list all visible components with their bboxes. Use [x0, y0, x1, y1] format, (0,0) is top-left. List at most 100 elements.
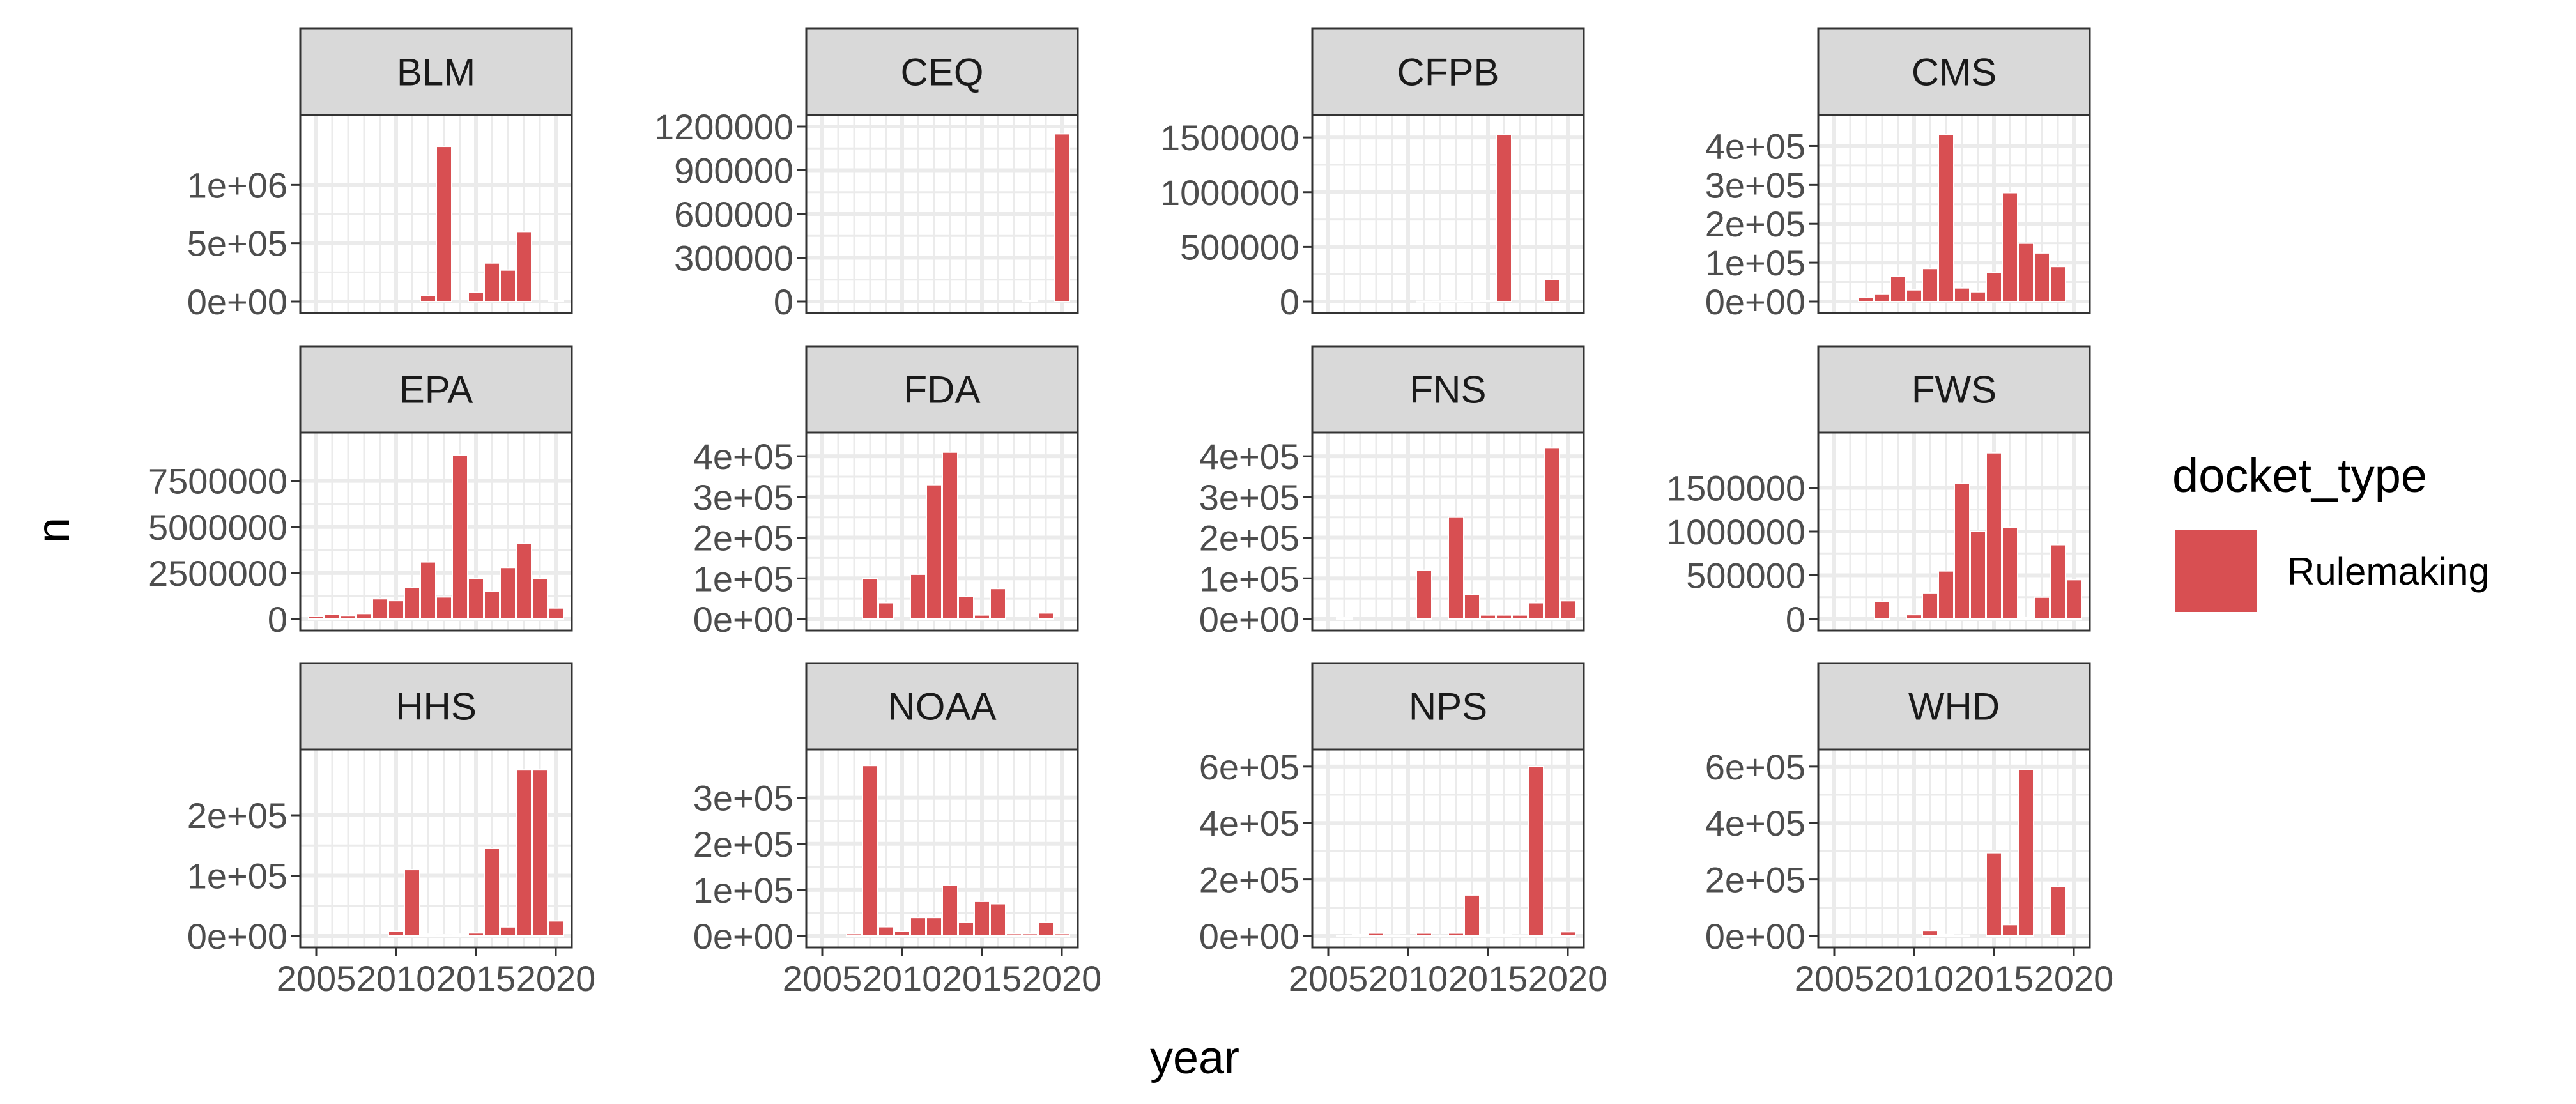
y-tick-label: 1500000: [1160, 118, 1300, 158]
bar-hhs-2014: [452, 933, 468, 937]
bar-epa-2012: [420, 561, 436, 620]
panel-border-epa: [299, 431, 573, 632]
bar-hhs-2013: [436, 934, 452, 937]
panel-border-fda: [805, 431, 1079, 632]
bar-fns-2020: [1560, 600, 1576, 620]
bar-hhs-2020: [548, 920, 564, 937]
bar-blm-2020: [548, 300, 564, 303]
y-tick-label: 2e+05: [693, 824, 793, 864]
panel-background-whd: [1818, 749, 2090, 947]
bar-fns-2017: [1512, 614, 1528, 620]
bar-fws-2018: [2034, 596, 2050, 620]
strip-cfpb: [1311, 27, 1585, 116]
x-tick-label: 2015: [942, 958, 1022, 999]
bar-nps-2016: [1496, 933, 1512, 937]
bar-fws-2014: [1970, 531, 1986, 620]
bar-hhs-2015: [468, 932, 484, 937]
bar-epa-2016: [484, 590, 500, 620]
y-tick-label: 0e+00: [1705, 916, 1805, 956]
y-tick-label: 500000: [1180, 227, 1300, 267]
bar-fda-2019: [1038, 612, 1054, 620]
bar-cms-2016: [2002, 192, 2018, 302]
bar-epa-2008: [356, 613, 372, 620]
x-tick-label: 2010: [356, 958, 436, 999]
bar-cfpb-2013: [1448, 300, 1464, 303]
bar-whd-2016: [2002, 924, 2018, 937]
bar-fns-2016: [1496, 614, 1512, 620]
bar-nps-2014: [1464, 894, 1480, 937]
bar-fws-2008: [1874, 601, 1890, 620]
bar-hhs-2018: [516, 769, 532, 937]
bar-noaa-2017: [1006, 933, 1022, 937]
bar-fda-2009: [878, 602, 894, 620]
bar-noaa-2008: [862, 765, 878, 937]
y-tick-label: 2500000: [148, 553, 288, 594]
bar-cfpb-2016: [1496, 133, 1512, 303]
bar-whd-2015: [1986, 852, 2002, 937]
y-tick-label: 0e+00: [187, 282, 288, 322]
bar-noaa-2020: [1054, 933, 1070, 937]
y-tick-label: 300000: [674, 238, 793, 279]
bar-cfpb-2019: [1544, 279, 1560, 302]
panel-border-hhs: [299, 748, 573, 949]
panel-background-cfpb: [1312, 115, 1584, 313]
bar-cfpb-2015: [1480, 300, 1496, 303]
y-tick-label: 0e+00: [1199, 916, 1300, 956]
bar-whd-2011: [1922, 930, 1938, 937]
bar-cms-2017: [2018, 242, 2034, 302]
bar-whd-2019: [2050, 885, 2066, 937]
y-tick-label: 3e+05: [1705, 165, 1805, 205]
panel-border-cms: [1817, 114, 2091, 314]
bar-fda-2015: [974, 614, 990, 620]
bar-fws-2020: [2066, 579, 2082, 620]
legend: docket_type Rulemaking: [2172, 449, 2490, 612]
legend-label-rulemaking: Rulemaking: [2287, 550, 2490, 593]
bar-nps-2011: [1416, 932, 1432, 937]
panel-border-whd: [1817, 748, 2091, 949]
facet-panels: BLM0e+005e+051e+06CEQ0300000600000900000…: [148, 27, 2113, 999]
y-tick-label: 6e+05: [1705, 747, 1805, 787]
bar-hhs-2017: [500, 926, 516, 937]
bar-fns-2013: [1448, 516, 1464, 620]
bar-noaa-2014: [958, 921, 974, 937]
y-tick-label: 0e+00: [693, 599, 793, 640]
bar-cms-2013: [1954, 287, 1970, 303]
y-tick-label: 0: [268, 599, 288, 640]
facet-blm: BLM 0e+00 5e+05 1e+06: [187, 27, 573, 322]
bar-ceq-2018: [1022, 300, 1038, 303]
y-tick-label: 0e+00: [1705, 282, 1805, 322]
bar-epa-2015: [468, 578, 484, 620]
x-tick-label: 2005: [783, 958, 862, 999]
y-tick-label: 0: [1280, 282, 1300, 322]
strip-label-fda: FDA: [904, 369, 981, 411]
x-axis-title: year: [1150, 1032, 1239, 1084]
strip-noaa: [805, 662, 1079, 751]
bar-epa-2011: [404, 586, 420, 620]
strip-label-epa: EPA: [399, 369, 473, 411]
strip-hhs: [299, 662, 573, 751]
bar-fda-2014: [958, 595, 974, 620]
bar-fws-2012: [1938, 570, 1954, 620]
y-tick-label: 1e+05: [693, 870, 793, 910]
bar-noaa-2007: [846, 933, 862, 937]
y-tick-label: 4e+05: [1705, 126, 1805, 166]
x-tick-label: 2010: [862, 958, 942, 999]
bar-epa-2014: [452, 454, 468, 620]
bar-fws-2011: [1922, 592, 1938, 620]
bar-cms-2018: [2034, 252, 2050, 302]
strip-label-cms: CMS: [1912, 51, 1997, 94]
y-tick-label: 900000: [674, 151, 793, 191]
bar-nps-2020: [1560, 931, 1576, 937]
y-axis-title: n: [28, 518, 79, 543]
bar-cms-2009: [1890, 275, 1906, 302]
y-tick-label: 4e+05: [1705, 803, 1805, 843]
bar-noaa-2012: [926, 917, 942, 937]
y-tick-label: 2e+05: [1199, 860, 1300, 900]
bar-cms-2014: [1970, 291, 1986, 302]
y-tick-label: 7500000: [148, 461, 288, 502]
x-tick-label: 2015: [436, 958, 516, 999]
strip-label-noaa: NOAA: [887, 686, 996, 728]
y-tick-label: 3e+05: [1199, 477, 1300, 518]
